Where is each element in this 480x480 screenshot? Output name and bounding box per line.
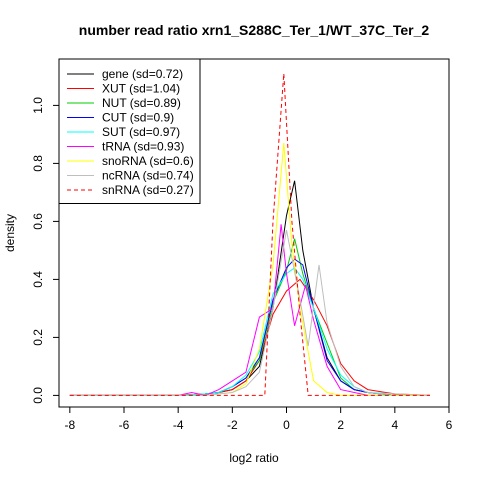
y-axis-label: density [3,214,17,252]
x-axis: -8 -6 -4 -2 0 2 4 6 [64,406,453,432]
x-tick-label: 4 [391,418,398,432]
x-axis-label: log2 ratio [229,451,279,465]
x-tick-label: 0 [283,418,290,432]
y-axis: 0.0 0.2 0.4 0.6 0.8 1.0 [31,97,60,404]
y-tick-label: 0.6 [31,213,45,230]
x-tick-label: 6 [446,418,453,432]
x-tick-label: -6 [119,418,130,432]
legend-label: snRNA (sd=0.27) [102,183,194,197]
legend-label: snoRNA (sd=0.6) [102,154,194,168]
y-tick-label: 0.2 [31,329,45,346]
y-tick-label: 0.0 [31,387,45,404]
legend-label: SUT (sd=0.97) [102,125,180,139]
x-tick-label: -4 [173,418,184,432]
series-line-8 [69,73,430,396]
series-line-5 [69,224,430,396]
legend-label: tRNA (sd=0.93) [102,140,184,154]
y-tick-label: 0.4 [31,271,45,288]
legend-label: CUT (sd=0.9) [102,111,174,125]
legend-label: XUT (sd=1.04) [102,82,180,96]
y-tick-label: 1.0 [31,97,45,114]
legend-label: ncRNA (sd=0.74) [102,169,194,183]
chart-title: number read ratio xrn1_S288C_Ter_1/WT_37… [79,22,430,38]
y-tick-label: 0.8 [31,155,45,172]
series-line-7 [69,230,431,396]
x-tick-label: 2 [337,418,344,432]
series-line-0 [69,180,430,396]
x-tick-label: -8 [64,418,75,432]
legend-box [58,58,201,204]
legend-label: gene (sd=0.72) [102,67,183,81]
x-tick-label: -2 [227,418,238,432]
series-layer [69,73,431,396]
series-line-1 [69,278,431,396]
legend: gene (sd=0.72)XUT (sd=1.04)NUT (sd=0.89)… [58,58,201,204]
legend-label: NUT (sd=0.89) [102,96,181,110]
